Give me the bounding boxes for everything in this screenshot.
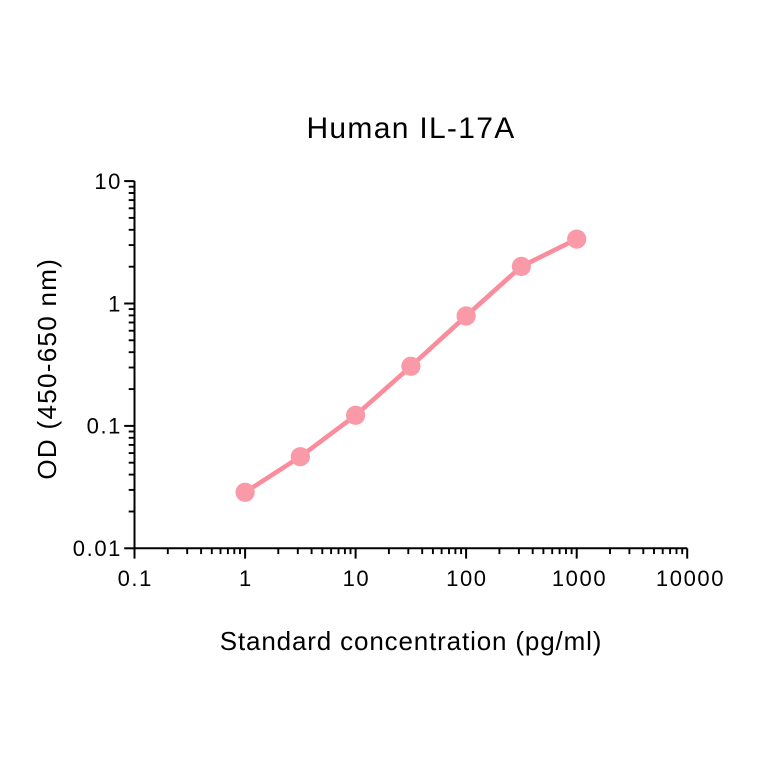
svg-text:1: 1 [239, 566, 253, 591]
svg-text:Standard concentration (pg/ml): Standard concentration (pg/ml) [220, 626, 602, 656]
svg-text:OD (450-650 nm): OD (450-650 nm) [32, 258, 62, 480]
svg-text:0.01: 0.01 [73, 536, 122, 561]
svg-text:10000: 10000 [656, 566, 725, 591]
svg-text:100: 100 [446, 566, 488, 591]
svg-text:0.1: 0.1 [87, 414, 122, 439]
svg-text:1: 1 [108, 291, 122, 316]
svg-text:1000: 1000 [552, 566, 607, 591]
svg-text:Human IL-17A: Human IL-17A [306, 112, 515, 145]
svg-text:10: 10 [94, 169, 122, 194]
svg-text:10: 10 [343, 566, 371, 591]
svg-text:0.1: 0.1 [118, 566, 153, 591]
